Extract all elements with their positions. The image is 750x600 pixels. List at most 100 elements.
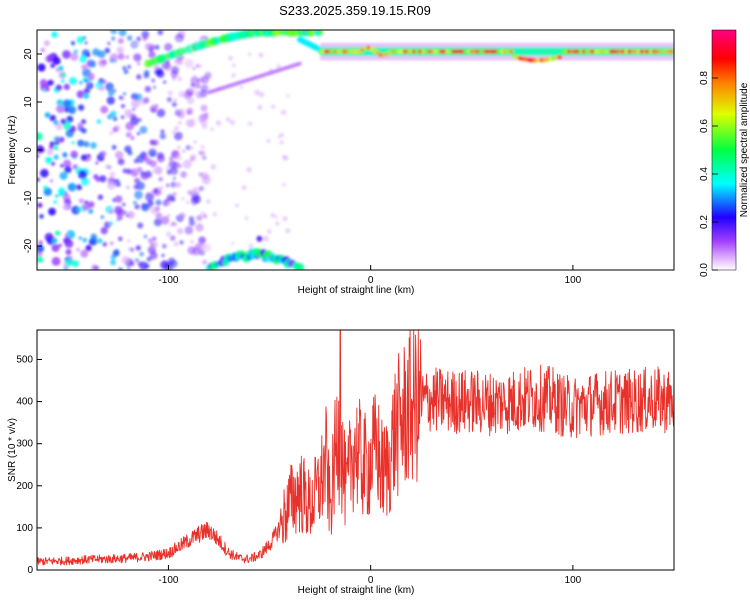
heatmap-blob bbox=[99, 175, 107, 183]
heatmap-blob bbox=[122, 168, 128, 174]
heatmap-blob bbox=[351, 49, 356, 54]
heatmap-blob bbox=[179, 108, 186, 115]
y-tick-label: 20 bbox=[23, 48, 34, 60]
heatmap-blob bbox=[142, 97, 150, 104]
heatmap-blob bbox=[279, 132, 285, 138]
heatmap-blob bbox=[171, 65, 180, 74]
heatmap-blob bbox=[182, 149, 186, 153]
heatmap-blob bbox=[173, 222, 178, 227]
heatmap-blob bbox=[112, 126, 119, 133]
heatmap-blob bbox=[279, 140, 284, 145]
heatmap-blob bbox=[54, 230, 61, 236]
heatmap-blob bbox=[172, 176, 176, 180]
heatmap-blob bbox=[266, 138, 271, 143]
heatmap-blob bbox=[136, 181, 145, 191]
y-tick-label: 400 bbox=[16, 397, 33, 408]
x-tick-label: -100 bbox=[158, 575, 178, 586]
heatmap-blob bbox=[247, 121, 253, 126]
heatmap-blob bbox=[101, 59, 107, 66]
heatmap-blob bbox=[129, 113, 137, 121]
heatmap-blob bbox=[109, 131, 114, 136]
y-tick-label: 100 bbox=[16, 523, 33, 534]
heatmap-blob bbox=[80, 154, 88, 161]
heatmap-blob bbox=[82, 237, 88, 243]
heatmap-blob bbox=[65, 248, 72, 256]
heatmap-blob bbox=[466, 49, 471, 54]
heatmap-blob bbox=[59, 171, 68, 180]
heatmap-blob bbox=[271, 104, 276, 109]
heatmap-blob bbox=[110, 30, 118, 35]
heatmap-blob bbox=[46, 148, 54, 156]
heatmap-blob bbox=[135, 245, 141, 251]
x-tick-label: -100 bbox=[158, 275, 178, 286]
heatmap-blob bbox=[448, 49, 453, 54]
heatmap-blob bbox=[490, 49, 496, 54]
heatmap-blob bbox=[121, 202, 126, 207]
heatmap-blob bbox=[205, 112, 209, 116]
heatmap-blob bbox=[487, 49, 493, 54]
heatmap-blob bbox=[118, 95, 123, 100]
heatmap-blob bbox=[157, 187, 162, 191]
heatmap-blob bbox=[496, 49, 502, 54]
heatmap-blob bbox=[572, 49, 578, 54]
heatmap-blob bbox=[83, 141, 90, 148]
heatmap-blob bbox=[64, 233, 69, 238]
heatmap-blob bbox=[123, 69, 129, 75]
heatmap-blob bbox=[645, 49, 650, 54]
heatmap-blob bbox=[603, 49, 608, 54]
heatmap-blob bbox=[132, 107, 136, 111]
heatmap-blob bbox=[241, 185, 247, 190]
heatmap-blob bbox=[609, 49, 614, 54]
heatmap-blob bbox=[125, 213, 130, 218]
heatmap-blob bbox=[162, 80, 167, 84]
heatmap-blob bbox=[323, 49, 329, 54]
heatmap-blob bbox=[37, 132, 43, 141]
heatmap-blob bbox=[285, 228, 291, 234]
heatmap-blob bbox=[49, 114, 56, 122]
heatmap-blob bbox=[210, 127, 214, 132]
heatmap-blob bbox=[396, 49, 402, 54]
heatmap-blob bbox=[71, 141, 75, 145]
heatmap-blob bbox=[442, 49, 447, 54]
heatmap-blob bbox=[505, 49, 511, 54]
heatmap-blob bbox=[277, 135, 281, 139]
heatmap-blob bbox=[180, 171, 187, 178]
heatmap-blob bbox=[148, 238, 153, 243]
heatmap-blob bbox=[151, 241, 158, 248]
heatmap-blob bbox=[66, 230, 76, 239]
heatmap-blob bbox=[330, 49, 335, 54]
heatmap-blob bbox=[160, 186, 164, 190]
heatmap-blob bbox=[90, 142, 97, 149]
heatmap-blob bbox=[90, 233, 98, 241]
heatmap-blob bbox=[86, 81, 90, 86]
heatmap-blob bbox=[202, 259, 208, 265]
heatmap-blob bbox=[463, 49, 468, 54]
colorbar-ticks: 0.0 0.2 0.4 0.6 0.8 bbox=[699, 71, 718, 277]
heatmap-blob bbox=[125, 55, 130, 59]
heatmap-blob bbox=[499, 49, 505, 54]
heatmap-blob bbox=[143, 72, 150, 79]
heatmap-blob bbox=[133, 158, 139, 164]
heatmap-blob bbox=[276, 64, 281, 69]
heatmap-y-ticks: -20 -10 0 10 20 bbox=[23, 48, 42, 253]
heatmap-blob bbox=[150, 107, 157, 113]
heatmap-blob bbox=[181, 197, 185, 201]
y-tick-label: 200 bbox=[16, 481, 33, 492]
heatmap-blob bbox=[104, 47, 111, 54]
heatmap-blob bbox=[408, 49, 414, 54]
heatmap-blob bbox=[56, 99, 64, 107]
snr-series-line bbox=[37, 330, 674, 566]
heatmap-blob bbox=[139, 125, 148, 134]
heatmap-blob bbox=[198, 249, 206, 256]
figure-title: S233.2025.359.19.15.R09 bbox=[279, 3, 431, 18]
heatmap-blob bbox=[78, 198, 85, 204]
heatmap-blob bbox=[317, 49, 323, 54]
heatmap-blob bbox=[97, 50, 106, 59]
heatmap-blob bbox=[45, 87, 50, 92]
heatmap-blob bbox=[48, 144, 54, 150]
heatmap-blob bbox=[80, 249, 89, 258]
heatmap-blob bbox=[185, 144, 191, 151]
heatmap-blob bbox=[86, 245, 91, 251]
heatmap-blob bbox=[581, 49, 587, 54]
